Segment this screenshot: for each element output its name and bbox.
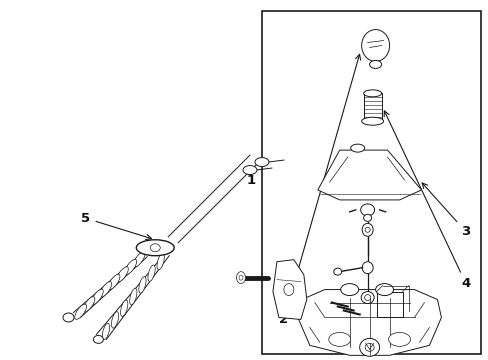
- Text: 1: 1: [246, 174, 255, 186]
- Ellipse shape: [361, 117, 383, 125]
- Ellipse shape: [75, 304, 86, 319]
- Ellipse shape: [361, 30, 389, 62]
- Ellipse shape: [91, 289, 103, 305]
- Ellipse shape: [359, 338, 379, 356]
- Ellipse shape: [364, 294, 370, 301]
- Ellipse shape: [362, 262, 372, 274]
- Ellipse shape: [363, 214, 371, 221]
- Ellipse shape: [284, 284, 293, 296]
- Text: 3: 3: [421, 183, 470, 238]
- Ellipse shape: [328, 332, 350, 346]
- Ellipse shape: [369, 60, 381, 68]
- Ellipse shape: [100, 282, 111, 297]
- Polygon shape: [317, 150, 421, 200]
- Ellipse shape: [236, 272, 245, 284]
- Ellipse shape: [365, 343, 373, 351]
- Polygon shape: [272, 260, 306, 319]
- Bar: [363, 93, 381, 121]
- Ellipse shape: [148, 265, 155, 282]
- Ellipse shape: [102, 323, 109, 340]
- Ellipse shape: [350, 144, 364, 152]
- Ellipse shape: [63, 313, 74, 322]
- Ellipse shape: [150, 244, 160, 252]
- Ellipse shape: [124, 259, 136, 275]
- Ellipse shape: [361, 292, 373, 303]
- Ellipse shape: [365, 227, 369, 232]
- Bar: [261, 12, 480, 354]
- Ellipse shape: [121, 300, 127, 316]
- Text: 4: 4: [384, 111, 470, 291]
- Ellipse shape: [93, 336, 103, 343]
- Ellipse shape: [136, 240, 174, 256]
- Ellipse shape: [157, 253, 164, 270]
- Ellipse shape: [83, 297, 95, 312]
- Ellipse shape: [108, 274, 120, 289]
- Ellipse shape: [243, 166, 256, 175]
- Ellipse shape: [239, 275, 243, 280]
- Ellipse shape: [375, 284, 393, 296]
- Polygon shape: [297, 289, 441, 355]
- Ellipse shape: [363, 90, 381, 97]
- Text: 5: 5: [81, 212, 151, 239]
- Ellipse shape: [360, 204, 374, 216]
- Ellipse shape: [139, 277, 146, 293]
- Ellipse shape: [388, 332, 410, 346]
- Ellipse shape: [254, 158, 268, 167]
- Ellipse shape: [340, 284, 358, 296]
- Ellipse shape: [133, 252, 145, 267]
- Ellipse shape: [111, 312, 119, 328]
- Ellipse shape: [362, 223, 372, 236]
- Ellipse shape: [129, 288, 137, 305]
- Text: 2: 2: [279, 54, 360, 327]
- Bar: [376, 292, 402, 318]
- Ellipse shape: [333, 268, 341, 275]
- Ellipse shape: [116, 267, 128, 282]
